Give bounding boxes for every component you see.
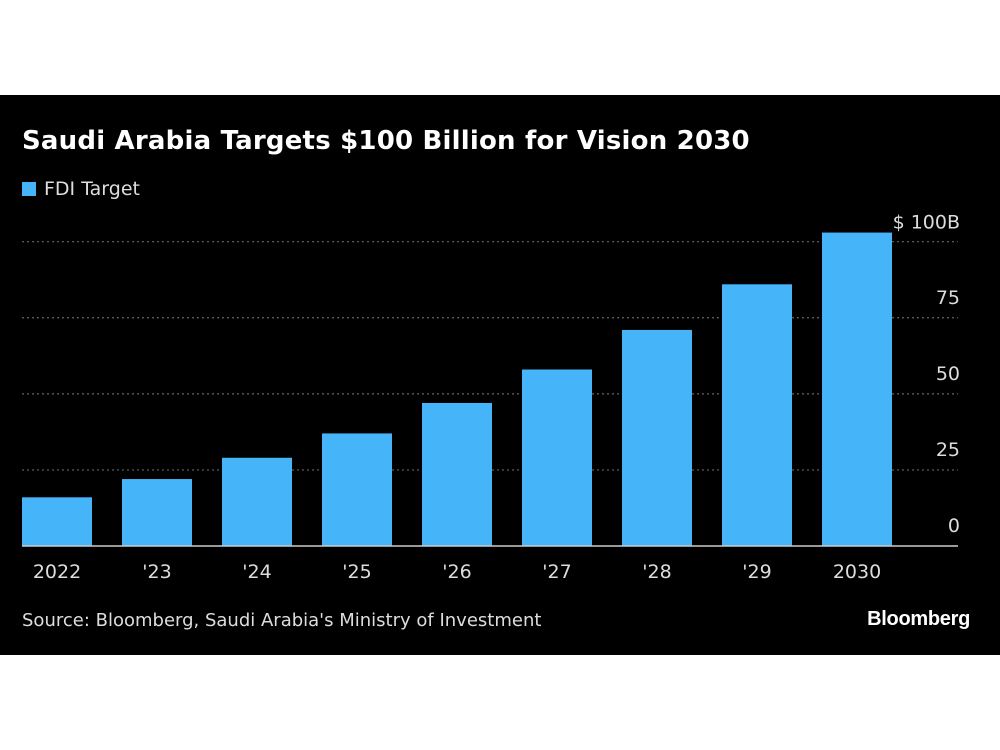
- y-tick-label: 75: [936, 287, 960, 309]
- bar: [22, 497, 92, 546]
- x-tick-label: '25: [342, 561, 371, 583]
- bar: [622, 329, 692, 546]
- legend-swatch: [22, 182, 36, 196]
- x-tick-label: '28: [642, 561, 671, 583]
- bar: [122, 479, 192, 546]
- bar: [322, 433, 392, 546]
- y-tick-label: 50: [936, 363, 960, 385]
- x-tick-label: '26: [442, 561, 471, 583]
- bar: [722, 284, 792, 546]
- legend-label: FDI Target: [44, 178, 140, 200]
- bar: [422, 402, 492, 546]
- x-tick-label: 2022: [33, 561, 81, 583]
- legend: FDI Target: [22, 178, 140, 200]
- x-tick-label: '24: [242, 561, 271, 583]
- y-tick-label: 25: [936, 439, 960, 461]
- x-tick-label: 2030: [833, 561, 881, 583]
- bar: [222, 457, 292, 546]
- y-tick-label: 0: [948, 515, 960, 537]
- bar: [522, 369, 592, 546]
- y-tick-label: $ 100B: [893, 212, 960, 234]
- x-tick-label: '23: [142, 561, 171, 583]
- bloomberg-logo: Bloomberg: [867, 608, 970, 630]
- x-tick-label: '29: [742, 561, 771, 583]
- x-tick-label: '27: [542, 561, 571, 583]
- bar: [822, 232, 892, 547]
- chart-title: Saudi Arabia Targets $100 Billion for Vi…: [22, 126, 750, 156]
- source-note: Source: Bloomberg, Saudi Arabia's Minist…: [22, 610, 542, 631]
